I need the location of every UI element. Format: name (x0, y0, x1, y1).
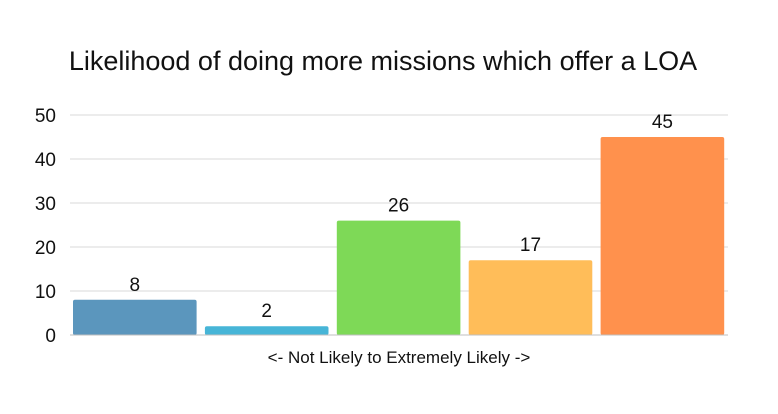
bar (468, 260, 593, 335)
x-axis-label: <- Not Likely to Extremely Likely -> (268, 348, 531, 367)
chart-title: Likelihood of doing more missions which … (69, 46, 697, 76)
bar-value-label: 45 (652, 112, 673, 133)
bar-value-label: 17 (520, 235, 541, 256)
y-tick-label: 0 (45, 326, 56, 347)
y-tick-label: 20 (35, 238, 56, 259)
bar (600, 137, 725, 335)
bar (204, 326, 329, 335)
y-tick-label: 40 (35, 150, 56, 171)
y-axis-ticks: 0 10 20 30 40 50 (35, 106, 56, 347)
bar-value-label: 8 (130, 275, 141, 296)
y-tick-label: 30 (35, 194, 56, 215)
bar (336, 220, 461, 335)
y-tick-label: 10 (35, 282, 56, 303)
bar-value-label: 26 (388, 196, 409, 217)
bar-value-label: 2 (261, 301, 272, 322)
y-tick-label: 50 (35, 106, 56, 127)
bars: 8 2 26 17 45 (73, 112, 725, 335)
bar (73, 299, 197, 335)
